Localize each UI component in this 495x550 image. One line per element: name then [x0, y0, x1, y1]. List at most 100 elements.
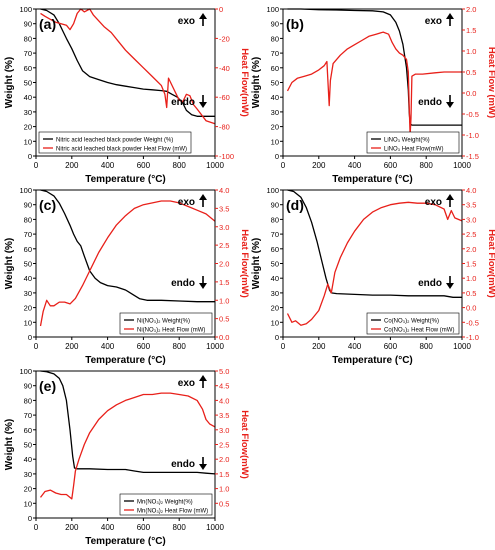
legend-entry: Mn(NO₃)₂ Weight(%) — [137, 500, 193, 506]
y2-tick-label: -1.0 — [466, 131, 479, 140]
exo-arrow-icon — [199, 13, 207, 19]
y2-tick-label: 3.0 — [219, 426, 229, 435]
y-tick-label: 30 — [24, 289, 32, 298]
x-tick-label: 1000 — [206, 342, 224, 351]
y2-tick-label: -0.5 — [466, 110, 479, 119]
y2-tick-label: 4.0 — [466, 186, 476, 195]
y2-tick-label: -0.5 — [466, 318, 479, 327]
weight-curve-3 — [40, 189, 215, 303]
y2-tick-label: 1.0 — [219, 296, 229, 305]
y2-tick-label: 1.0 — [466, 47, 476, 56]
y2-tick-label: 2.5 — [466, 230, 476, 239]
y-tick-label: 30 — [271, 108, 279, 117]
legend-box — [119, 312, 213, 335]
y2-tick-label: 1.0 — [219, 485, 229, 494]
y-tick-label: 90 — [271, 201, 279, 210]
y-tick-label: 0 — [28, 333, 32, 342]
y-tick-label: 60 — [24, 245, 32, 254]
exo-label: exo — [178, 197, 195, 208]
y-tick-label: 20 — [271, 123, 279, 132]
y2-tick-label: 4.0 — [219, 396, 229, 405]
chart-panel-1: 0 200 400 600 800 1000 0 10 20 30 40 50 60 70 80 90 100 -… — [4, 5, 250, 185]
y2-tick-label: 0.5 — [219, 315, 229, 324]
y-tick-label: 80 — [271, 215, 279, 224]
y2-tick-label: 0.5 — [466, 68, 476, 77]
panel-label: (e) — [39, 378, 56, 394]
y-tick-label: 20 — [271, 304, 279, 313]
exo-arrow-icon — [199, 194, 207, 200]
endo-arrow-icon — [199, 283, 207, 289]
y-tick-label: 0 — [28, 152, 32, 161]
x-tick-label: 600 — [137, 523, 151, 532]
y-tick-label: 40 — [24, 455, 32, 464]
exo-label: exo — [178, 378, 195, 389]
heat-flow-curve-1 — [40, 8, 216, 125]
x-tick-label: 0 — [34, 342, 39, 351]
y2-tick-label: -100 — [219, 152, 234, 161]
y-tick-label: 70 — [271, 49, 279, 58]
y-tick-label: 90 — [271, 20, 279, 29]
y2-axis-label: Heat Flow(mW) — [239, 48, 250, 117]
y-tick-label: 80 — [24, 34, 32, 43]
y-axis-label: Weight (%) — [251, 238, 262, 289]
y-tick-label: 60 — [24, 64, 32, 73]
x-tick-label: 1000 — [206, 523, 224, 532]
legend-entry: Nitric acid leached black powder Heat Fl… — [56, 147, 187, 153]
y-tick-label: 90 — [24, 20, 32, 29]
legend-entry: Ni(NO₃)₂ Weight(%) — [137, 319, 190, 325]
legend-entry: Co(NO₃)₂ Heat Flow (mW) — [384, 328, 454, 334]
y2-tick-label: 1.0 — [466, 274, 476, 283]
panel-label: (a) — [39, 16, 56, 32]
x-tick-label: 1000 — [453, 161, 471, 170]
y-tick-label: 100 — [266, 5, 279, 14]
x-tick-label: 400 — [101, 523, 115, 532]
heat-flow-curve-5 — [39, 392, 216, 500]
y-tick-label: 100 — [19, 367, 32, 376]
y2-tick-label: 3.0 — [466, 215, 476, 224]
x-tick-label: 600 — [384, 342, 398, 351]
x-axis-label: Temperature (°C) — [85, 355, 166, 366]
y2-tick-label: 2.0 — [466, 5, 476, 14]
y-axis-label: Weight (%) — [4, 238, 15, 289]
x-tick-label: 200 — [65, 342, 79, 351]
x-tick-label: 1000 — [453, 342, 471, 351]
exo-arrow-icon — [446, 194, 454, 200]
y2-tick-label: -80 — [219, 123, 230, 132]
exo-arrow-icon — [199, 375, 207, 381]
y-tick-label: 90 — [24, 382, 32, 391]
x-tick-label: 400 — [101, 342, 115, 351]
heat-flow-curve-3 — [39, 200, 216, 327]
y-tick-label: 0 — [275, 333, 279, 342]
y-tick-label: 0 — [28, 514, 32, 523]
y-tick-label: 50 — [271, 79, 279, 88]
endo-label: endo — [171, 278, 195, 289]
y-tick-label: 10 — [271, 137, 279, 146]
endo-arrow-icon — [199, 102, 207, 108]
panel-label: (c) — [39, 197, 56, 213]
y-tick-label: 70 — [24, 230, 32, 239]
y-tick-label: 20 — [24, 123, 32, 132]
x-tick-label: 200 — [65, 161, 79, 170]
y2-tick-label: 1.5 — [219, 278, 229, 287]
y2-tick-label: 0.5 — [219, 499, 229, 508]
heat-flow-curve-4 — [286, 201, 463, 326]
exo-arrow-icon — [446, 13, 454, 19]
y2-tick-label: 3.5 — [466, 201, 476, 210]
y-tick-label: 70 — [24, 49, 32, 58]
x-axis-label: Temperature (°C) — [85, 536, 166, 547]
y-tick-label: 10 — [24, 318, 32, 327]
y2-tick-label: 0 — [219, 5, 223, 14]
chart-panel-5: 0 200 400 600 800 1000 0 10 20 30 40 50 60 70 80 90 100 0… — [4, 367, 250, 547]
y2-tick-label: -20 — [219, 34, 230, 43]
y2-tick-label: 4.5 — [219, 382, 229, 391]
y2-tick-label: 3.5 — [219, 411, 229, 420]
y-tick-label: 100 — [266, 186, 279, 195]
y2-tick-label: -60 — [219, 93, 230, 102]
legend-box — [366, 131, 460, 154]
weight-curve-2 — [287, 8, 462, 126]
x-axis-label: Temperature (°C) — [332, 174, 413, 185]
y-tick-label: 30 — [271, 289, 279, 298]
y-tick-label: 90 — [24, 201, 32, 210]
y-tick-label: 40 — [24, 93, 32, 102]
y2-axis-label: Heat Flow(mW) — [239, 410, 250, 479]
